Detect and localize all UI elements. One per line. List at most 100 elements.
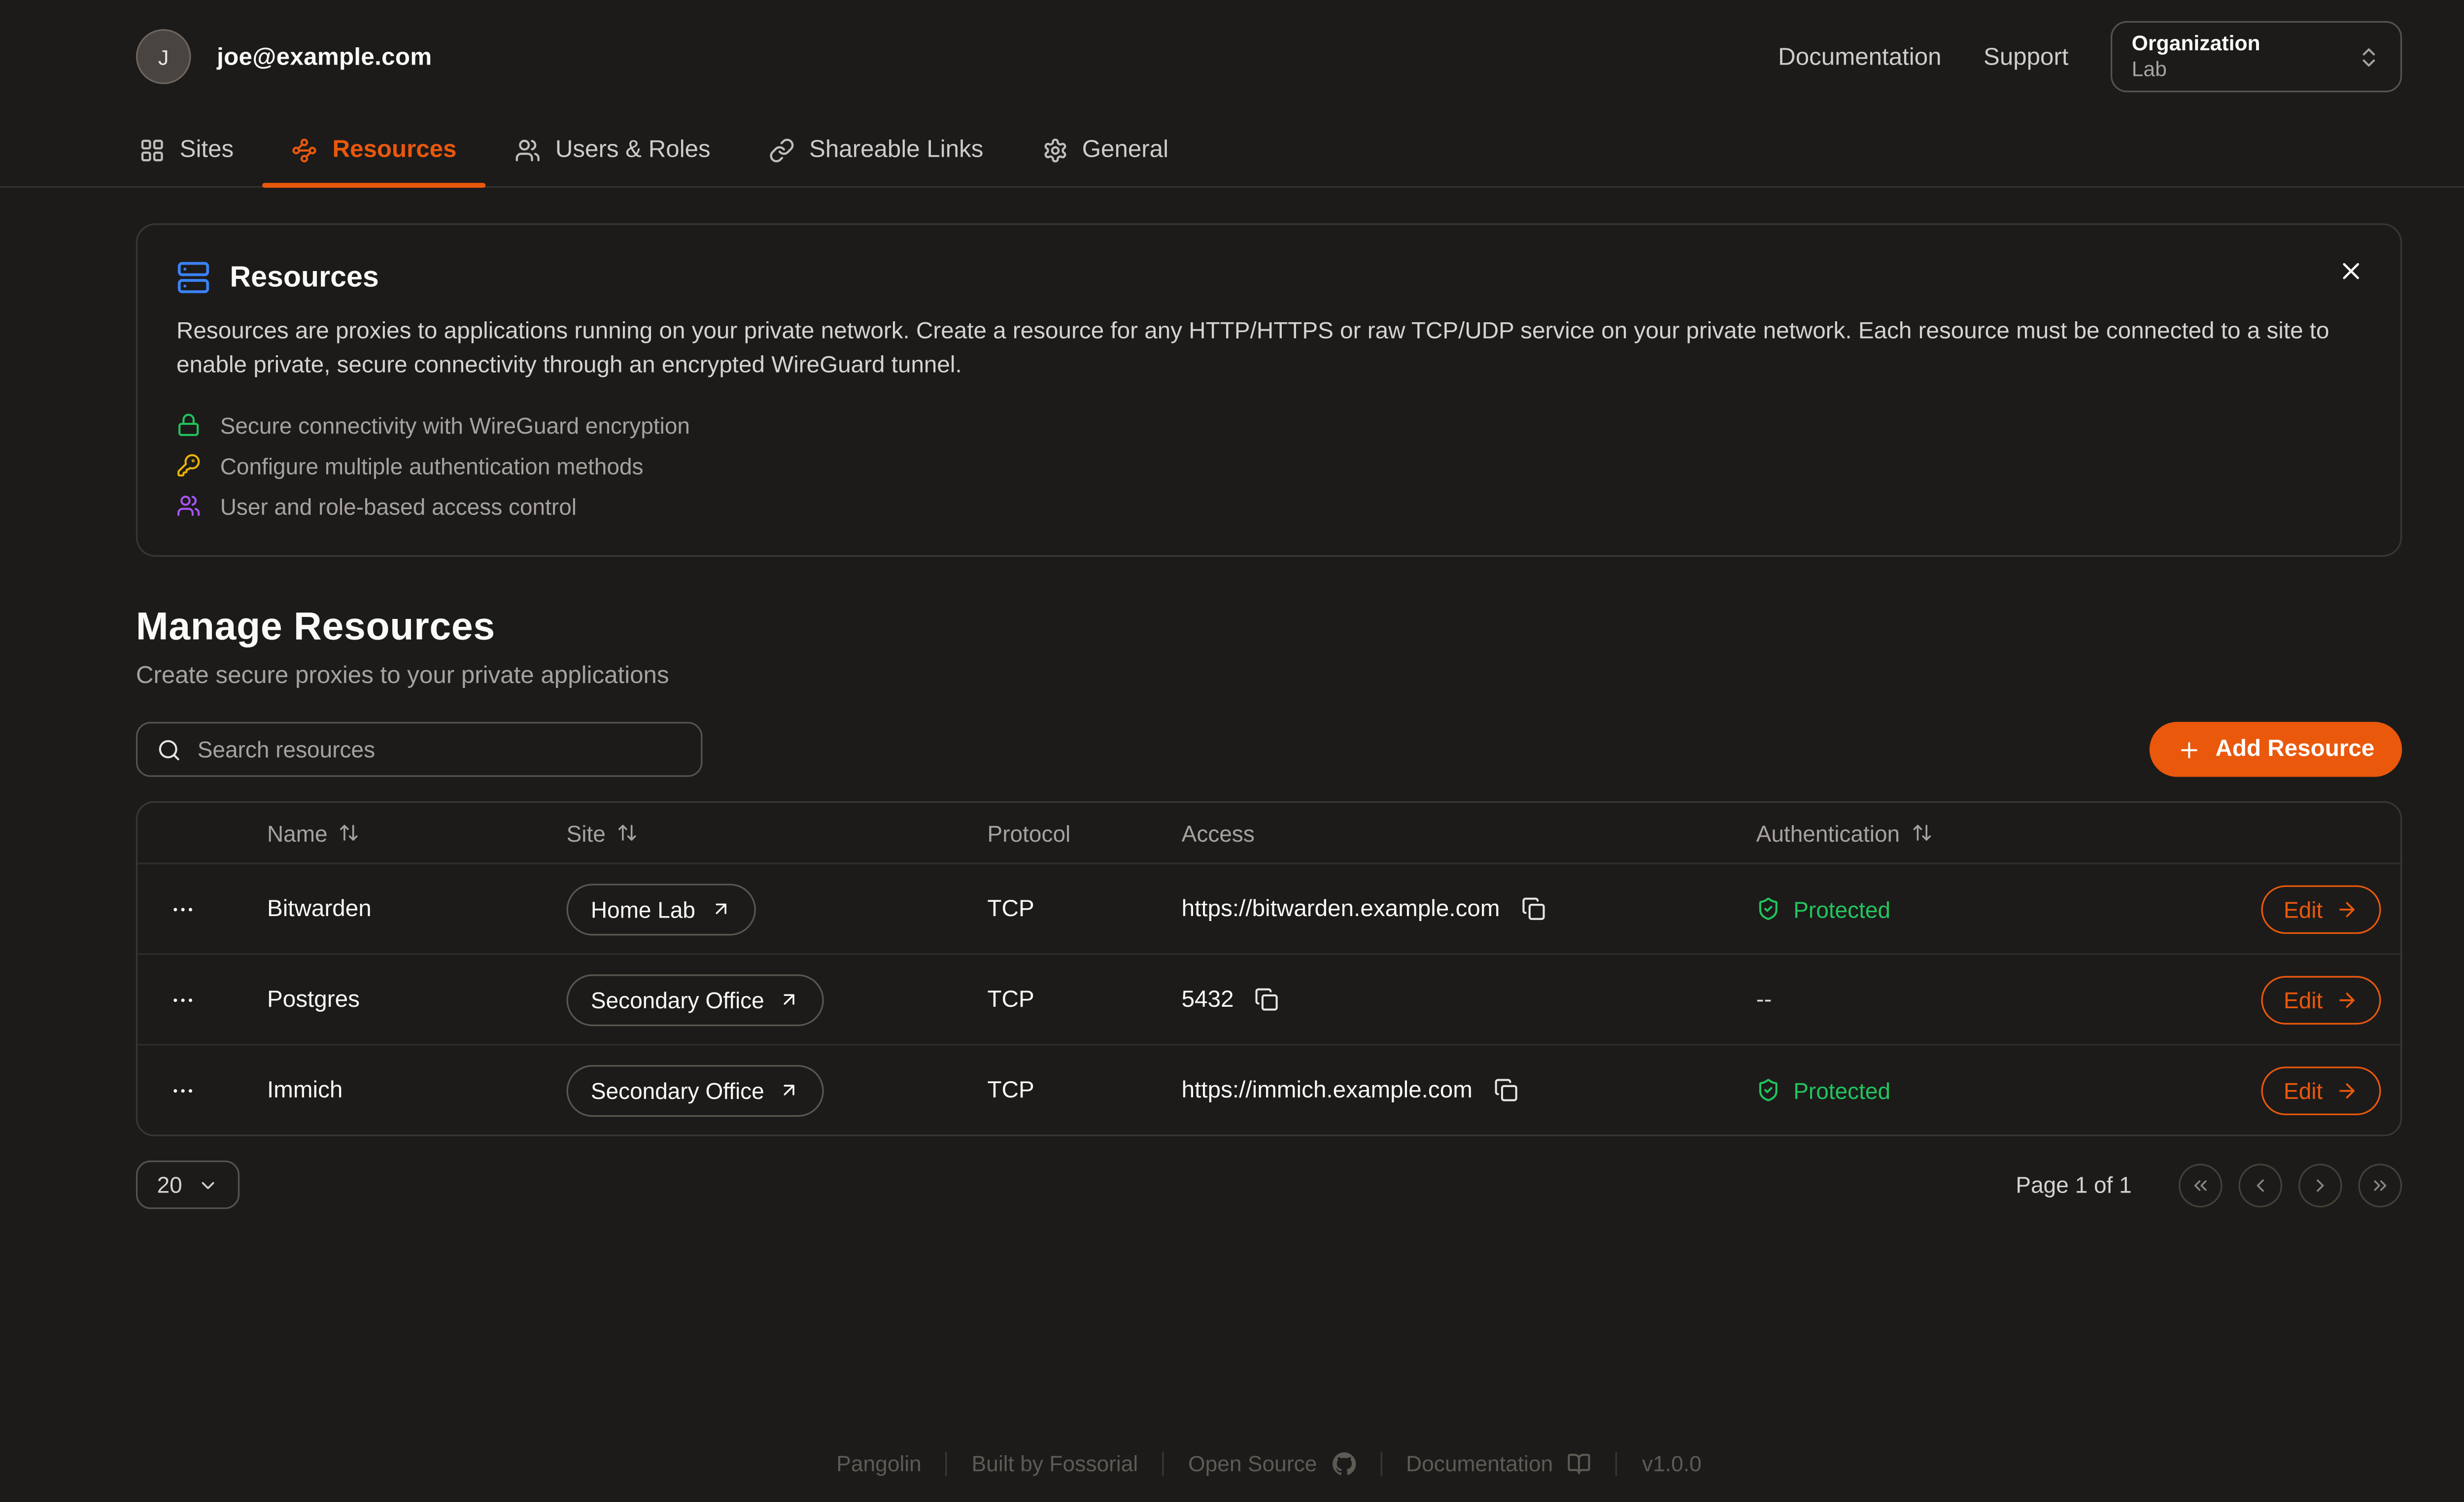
pagination-bar: 20 Page 1 of 1: [136, 1160, 2402, 1209]
site-link-button[interactable]: Secondary Office: [566, 973, 824, 1025]
organization-label: Organization: [2131, 31, 2260, 55]
site-link-button[interactable]: Home Lab: [566, 883, 755, 935]
tab-general[interactable]: General: [1013, 113, 1198, 186]
tab-sites[interactable]: Sites: [110, 113, 263, 186]
shield-check-icon: [1756, 1078, 1780, 1102]
documentation-link[interactable]: Documentation: [1778, 43, 1942, 70]
search-input[interactable]: [197, 736, 682, 762]
ellipsis-icon[interactable]: [160, 886, 205, 931]
users-icon: [515, 137, 541, 163]
resources-info-card: Resources Resources are proxies to appli…: [136, 223, 2402, 557]
edit-button[interactable]: Edit: [2261, 884, 2381, 933]
page-status: Page 1 of 1: [2016, 1171, 2132, 1198]
book-open-icon: [1568, 1452, 1592, 1476]
info-card-title: Resources: [230, 260, 379, 293]
footer-open-source-label: Open Source: [1188, 1452, 1317, 1476]
table-row: Immich Secondary Office TCP https://immi…: [137, 1044, 2400, 1135]
column-label: Protocol: [987, 819, 1071, 846]
page-size-select[interactable]: 20: [136, 1160, 239, 1209]
authentication-cell: Protected: [1717, 896, 2122, 922]
tab-label: Sites: [179, 136, 234, 164]
arrow-right-icon: [2336, 897, 2359, 920]
table-header-row: Name Site Protocol Access: [137, 803, 2400, 863]
user-email: joe@example.com: [217, 43, 432, 70]
arrow-up-right-icon: [710, 898, 731, 920]
edit-button[interactable]: Edit: [2261, 1065, 2381, 1115]
arrow-right-icon: [2336, 988, 2359, 1011]
plus-icon: [2177, 737, 2201, 761]
footer-divider: [946, 1452, 948, 1476]
access-cell: 5432: [1143, 984, 1717, 1015]
site-name: Home Lab: [590, 895, 696, 922]
column-header-site[interactable]: Site: [528, 820, 949, 846]
previous-page-button[interactable]: [2238, 1162, 2283, 1207]
info-card-description: Resources are proxies to applications ru…: [176, 319, 2329, 379]
authentication-cell: Protected: [1717, 1077, 2122, 1103]
edit-label: Edit: [2284, 986, 2323, 1013]
organization-texts: Organization Lab: [2132, 31, 2260, 82]
page-subtitle: Create secure proxies to your private ap…: [136, 662, 669, 690]
support-link[interactable]: Support: [1984, 43, 2069, 70]
last-page-button[interactable]: [2358, 1162, 2402, 1207]
table-body: Bitwarden Home Lab TCP https://bitwarden…: [137, 862, 2400, 1135]
copy-icon[interactable]: [1518, 893, 1548, 924]
user-info: J joe@example.com: [136, 29, 432, 84]
column-label: Access: [1181, 819, 1255, 846]
tab-bar: Sites Resources Users & Roles Shareable …: [0, 113, 2464, 188]
tab-resources[interactable]: Resources: [263, 113, 485, 188]
copy-icon[interactable]: [1252, 984, 1282, 1015]
footer: Pangolin Built by Fossorial Open Source …: [0, 1452, 2464, 1502]
avatar[interactable]: J: [136, 29, 191, 84]
site-cell: Secondary Office: [528, 1064, 949, 1116]
footer-documentation-link[interactable]: Documentation: [1406, 1452, 1592, 1476]
footer-built-by: Built by Fossorial: [971, 1452, 1138, 1476]
first-page-button[interactable]: [2178, 1162, 2223, 1207]
tab-label: Shareable Links: [809, 136, 984, 164]
tab-users-roles[interactable]: Users & Roles: [486, 113, 740, 186]
edit-label: Edit: [2284, 895, 2323, 922]
column-label: Authentication: [1756, 819, 1900, 846]
feature-item: Configure multiple authentication method…: [176, 445, 2361, 485]
tab-shareable-links[interactable]: Shareable Links: [740, 113, 1013, 186]
resource-name: Postgres: [267, 986, 360, 1013]
tab-label: Users & Roles: [555, 136, 711, 164]
close-icon[interactable]: [2331, 251, 2371, 291]
row-menu-cell: [137, 886, 228, 931]
column-header-name[interactable]: Name: [228, 820, 528, 846]
footer-divider: [1616, 1452, 1618, 1476]
column-header-authentication[interactable]: Authentication: [1717, 820, 2122, 846]
tab-label: General: [1082, 136, 1169, 164]
feature-item: User and role-based access control: [176, 485, 2361, 526]
resources-table: Name Site Protocol Access: [136, 801, 2402, 1136]
access-url: https://bitwarden.example.com: [1181, 895, 1500, 922]
add-resource-button[interactable]: Add Resource: [2149, 721, 2402, 777]
site-link-button[interactable]: Secondary Office: [566, 1064, 824, 1116]
authentication-cell: --: [1717, 987, 2122, 1013]
row-menu-cell: [137, 977, 228, 1022]
page-size-value: 20: [157, 1171, 182, 1198]
access-url: https://immich.example.com: [1181, 1077, 1472, 1103]
server-icon: [176, 261, 210, 295]
toolbar: Add Resource: [136, 721, 2402, 777]
footer-divider: [1162, 1452, 1164, 1476]
footer-open-source-link[interactable]: Open Source: [1188, 1452, 1356, 1476]
edit-button[interactable]: Edit: [2261, 975, 2381, 1024]
copy-icon[interactable]: [1490, 1075, 1521, 1105]
ellipsis-icon[interactable]: [160, 1067, 205, 1113]
column-header-access: Access: [1143, 820, 1717, 846]
edit-cell: Edit: [2122, 975, 2400, 1024]
column-label: Name: [267, 819, 328, 846]
users-icon: [176, 494, 201, 518]
ellipsis-icon[interactable]: [160, 977, 205, 1022]
next-page-button[interactable]: [2298, 1162, 2342, 1207]
sort-icon: [617, 822, 638, 844]
organization-value: Lab: [2131, 56, 2167, 81]
github-icon: [1332, 1452, 1356, 1476]
protected-badge: Protected: [1756, 896, 1890, 922]
search-box[interactable]: [136, 721, 703, 777]
chevron-down-icon: [197, 1174, 218, 1195]
footer-documentation-label: Documentation: [1406, 1452, 1553, 1476]
organization-picker[interactable]: Organization Lab: [2110, 21, 2402, 93]
feature-text: Secure connectivity with WireGuard encry…: [220, 411, 690, 438]
